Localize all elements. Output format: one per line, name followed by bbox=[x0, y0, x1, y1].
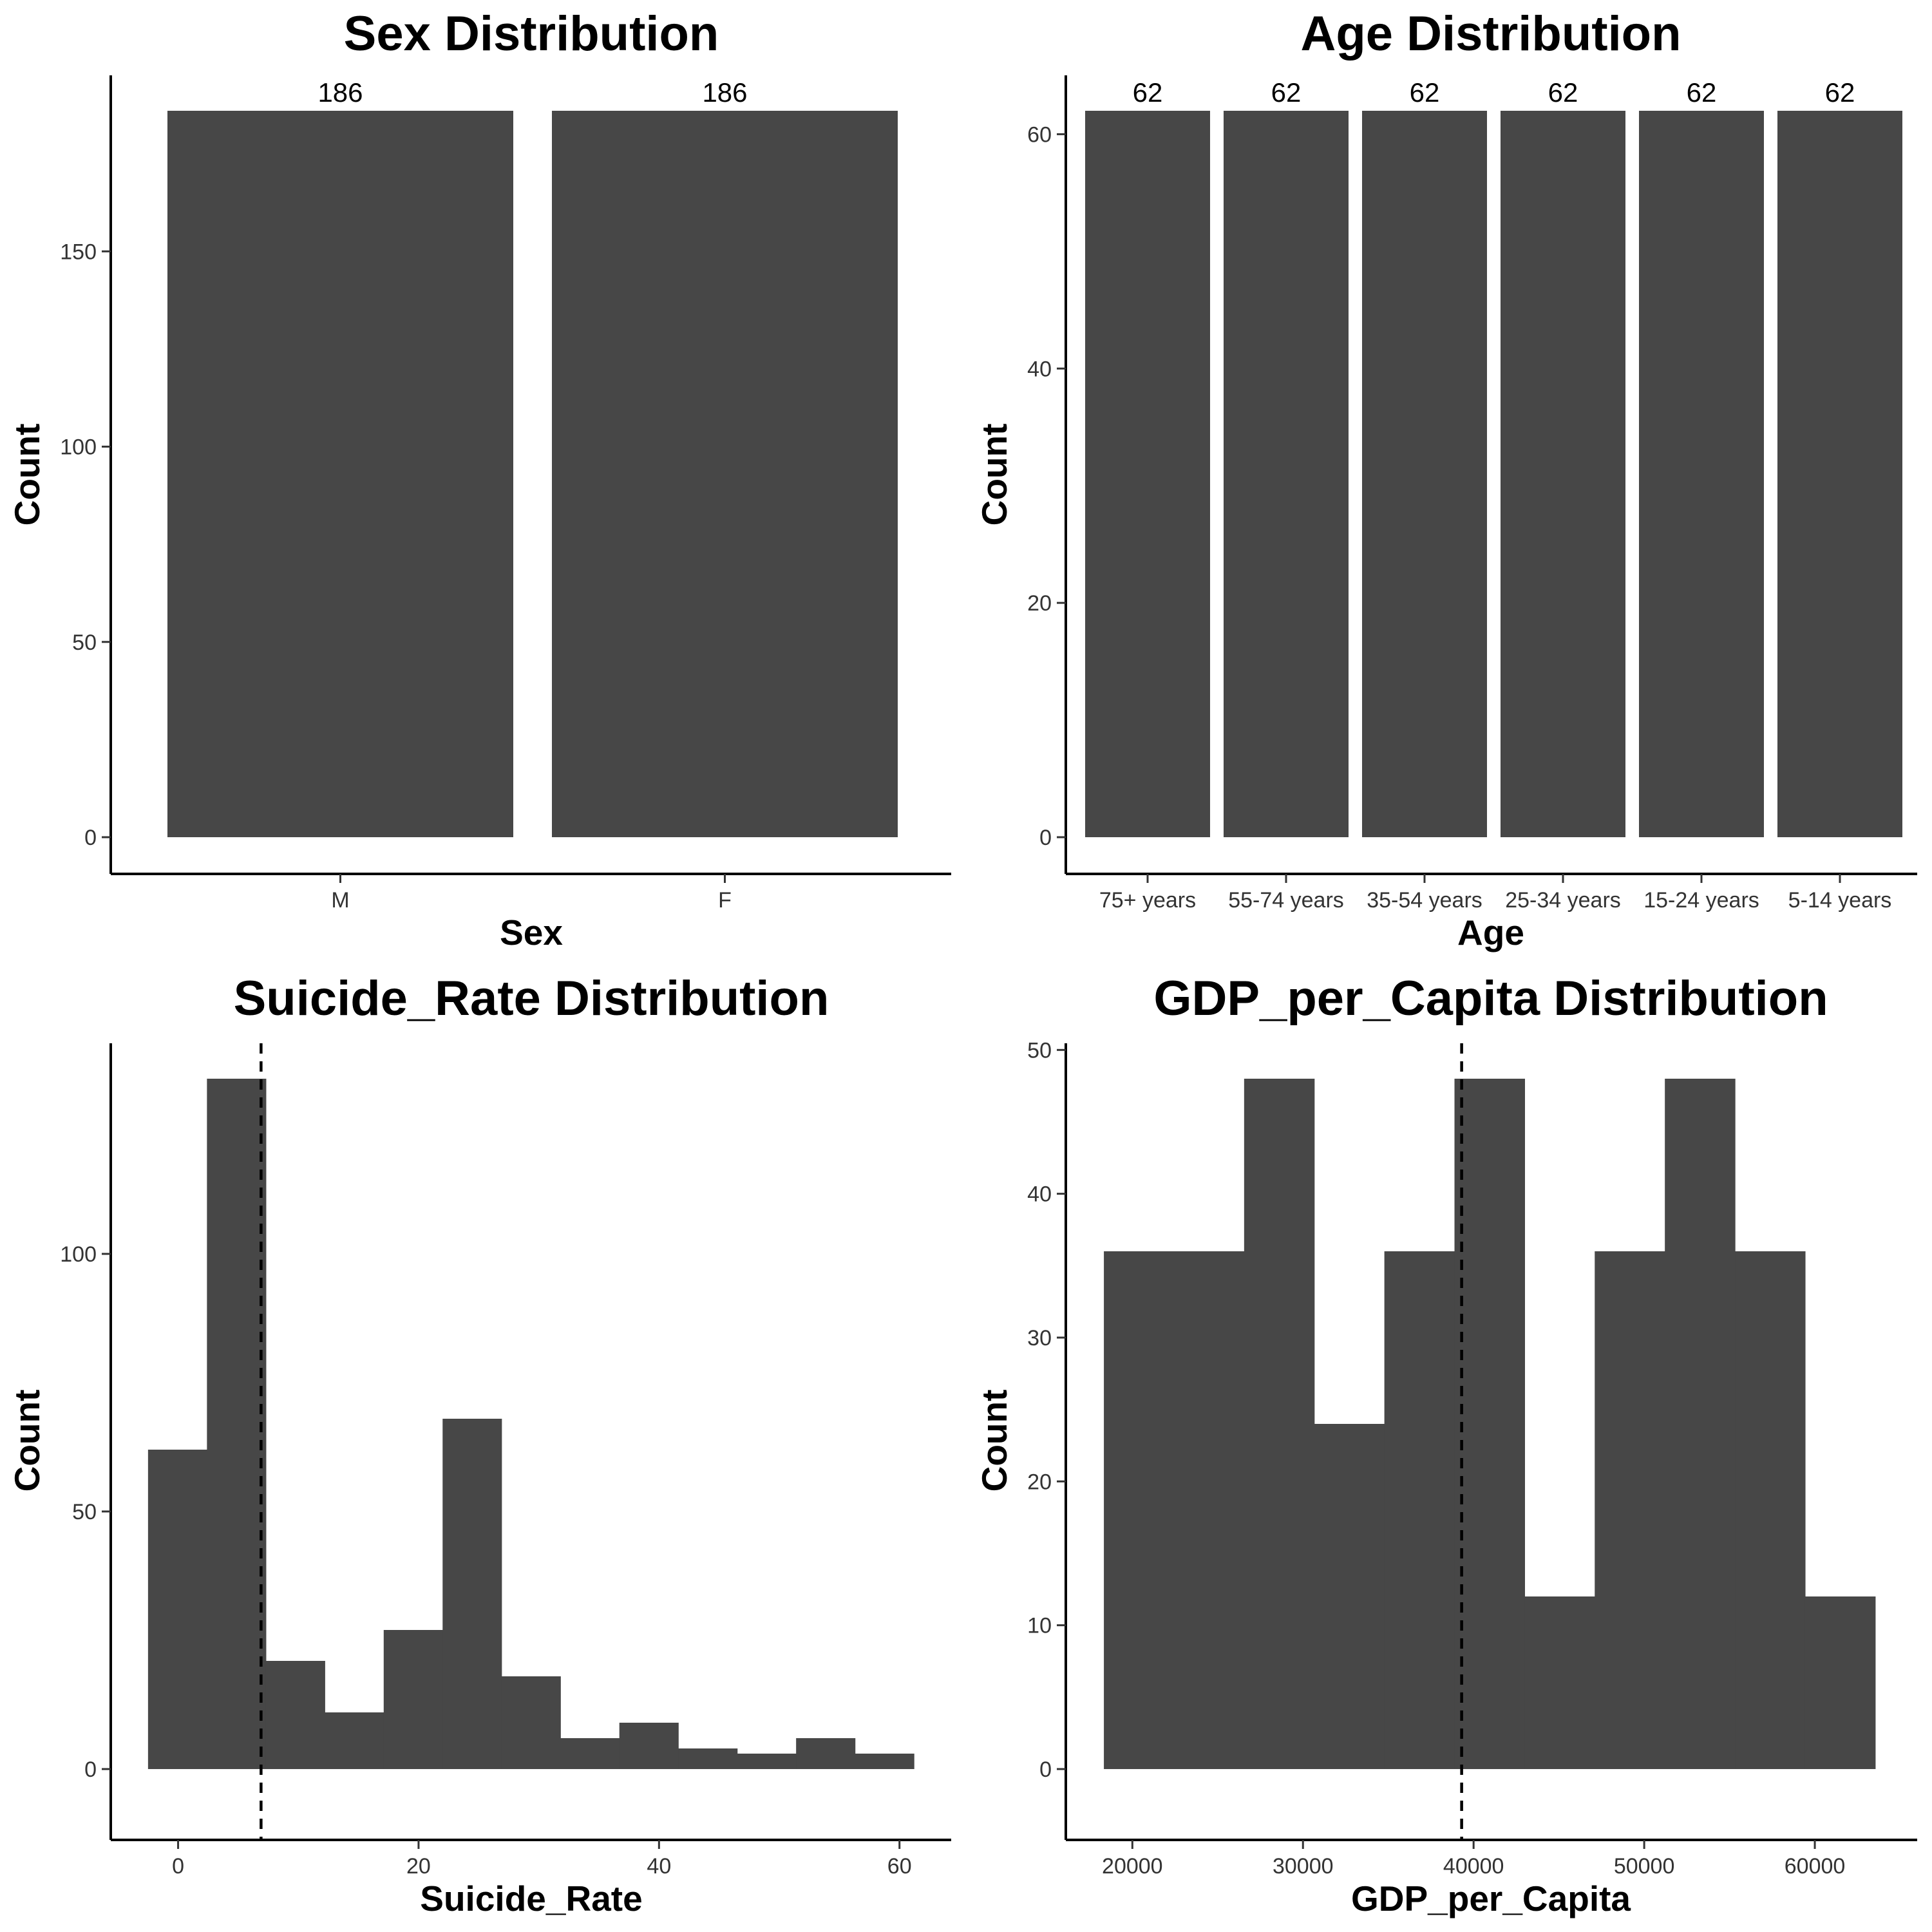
y-tick-label: 10 bbox=[1027, 1614, 1052, 1638]
histogram-bar bbox=[855, 1754, 914, 1769]
bar bbox=[167, 111, 513, 837]
histogram-bar bbox=[147, 1450, 207, 1769]
x-tick-label: 40 bbox=[647, 1854, 671, 1879]
x-tick-label: 50000 bbox=[1614, 1854, 1675, 1879]
data-label: 62 bbox=[1687, 77, 1717, 108]
bar bbox=[1777, 111, 1902, 837]
y-tick-label: 20 bbox=[1027, 1470, 1052, 1494]
x-tick-label: 60000 bbox=[1785, 1854, 1846, 1879]
histogram-bar bbox=[1804, 1596, 1876, 1769]
bar bbox=[552, 111, 898, 837]
x-axis-title: GDP_per_Capita bbox=[1351, 1879, 1631, 1918]
x-axis-title: Age bbox=[1457, 913, 1524, 952]
histogram-bar bbox=[1384, 1251, 1455, 1769]
histogram-bar bbox=[442, 1419, 502, 1769]
histogram-bar bbox=[1595, 1251, 1665, 1769]
y-tick-label: 40 bbox=[1027, 357, 1052, 381]
data-label: 62 bbox=[1133, 77, 1163, 108]
x-tick-label: 55-74 years bbox=[1228, 888, 1344, 913]
x-axis-title: Sex bbox=[500, 913, 563, 952]
histogram-bar bbox=[1244, 1079, 1315, 1769]
bar bbox=[1362, 111, 1487, 837]
y-tick-label: 50 bbox=[72, 1500, 97, 1524]
chart-title: Sex Distribution bbox=[344, 6, 719, 61]
x-tick-label: 5-14 years bbox=[1788, 888, 1892, 913]
x-axis-title: Suicide_Rate bbox=[420, 1879, 642, 1918]
x-tick-label: 35-54 years bbox=[1367, 888, 1482, 913]
y-axis-title: Count bbox=[974, 424, 1014, 526]
histogram-bar bbox=[1454, 1079, 1525, 1769]
x-tick-label: 20000 bbox=[1102, 1854, 1163, 1879]
data-label: 186 bbox=[702, 77, 747, 108]
chart-title: Suicide_Rate Distribution bbox=[234, 971, 829, 1026]
y-tick-label: 0 bbox=[84, 1757, 97, 1782]
bar bbox=[1639, 111, 1764, 837]
bar bbox=[1085, 111, 1210, 837]
x-tick-label: 40000 bbox=[1443, 1854, 1504, 1879]
histogram-bar bbox=[207, 1079, 267, 1769]
data-label: 62 bbox=[1410, 77, 1440, 108]
x-tick-label: F bbox=[718, 888, 732, 913]
histogram-bar bbox=[383, 1630, 443, 1769]
histogram-bar bbox=[1524, 1596, 1595, 1769]
y-tick-label: 60 bbox=[1027, 122, 1052, 147]
y-tick-label: 40 bbox=[1027, 1182, 1052, 1207]
y-tick-label: 50 bbox=[72, 630, 97, 655]
x-tick-label: 30000 bbox=[1273, 1854, 1334, 1879]
y-tick-label: 100 bbox=[60, 1242, 97, 1267]
y-tick-label: 20 bbox=[1027, 591, 1052, 616]
histogram-bar bbox=[678, 1748, 738, 1769]
histogram-bar bbox=[265, 1661, 325, 1769]
x-tick-label: 15-24 years bbox=[1643, 888, 1759, 913]
chart-title: Age Distribution bbox=[1300, 6, 1681, 61]
data-label: 62 bbox=[1271, 77, 1302, 108]
y-tick-label: 0 bbox=[1039, 826, 1052, 850]
histogram-bar bbox=[325, 1712, 384, 1769]
histogram-bar bbox=[1665, 1079, 1736, 1769]
histogram-bar bbox=[501, 1676, 561, 1769]
histogram-bar bbox=[560, 1738, 620, 1769]
y-tick-label: 0 bbox=[84, 826, 97, 850]
histogram-bar bbox=[619, 1723, 679, 1769]
y-axis-title: Count bbox=[974, 1390, 1014, 1492]
y-axis-title: Count bbox=[7, 1390, 47, 1492]
x-tick-label: 20 bbox=[406, 1854, 431, 1879]
panel-sex-distribution: Sex Distribution Sex Count 0 50 100 150 186 M… bbox=[7, 6, 951, 952]
histogram-bar bbox=[737, 1754, 797, 1769]
panel-age-distribution: Age Distribution Age Count 0 20 40 60 62 75+ … bbox=[974, 6, 1917, 952]
y-tick-label: 150 bbox=[60, 240, 97, 264]
x-tick-label: 75+ years bbox=[1099, 888, 1196, 913]
panel-gdp-per-capita-distribution: GDP_per_Capita Distribution GDP_per_Capi… bbox=[974, 971, 1917, 1918]
histogram-bar bbox=[1314, 1424, 1385, 1769]
bar bbox=[1224, 111, 1349, 837]
y-tick-label: 50 bbox=[1027, 1038, 1052, 1063]
bar bbox=[1501, 111, 1625, 837]
data-label: 62 bbox=[1548, 77, 1578, 108]
y-tick-label: 100 bbox=[60, 435, 97, 460]
histogram-bar bbox=[1735, 1251, 1806, 1769]
x-tick-label: 25-34 years bbox=[1505, 888, 1621, 913]
y-tick-label: 30 bbox=[1027, 1326, 1052, 1350]
x-tick-label: 0 bbox=[172, 1854, 184, 1879]
chart-title: GDP_per_Capita Distribution bbox=[1153, 971, 1828, 1026]
x-tick-label: M bbox=[331, 888, 349, 913]
histogram-bar bbox=[1104, 1251, 1245, 1769]
y-axis-title: Count bbox=[7, 424, 47, 526]
data-label: 62 bbox=[1825, 77, 1855, 108]
x-tick-label: 60 bbox=[887, 1854, 912, 1879]
panel-suicide-rate-distribution: Suicide_Rate Distribution Suicide_Rate C… bbox=[7, 971, 951, 1918]
y-tick-label: 0 bbox=[1039, 1757, 1052, 1782]
histogram-bar bbox=[796, 1738, 856, 1769]
data-label: 186 bbox=[317, 77, 363, 108]
